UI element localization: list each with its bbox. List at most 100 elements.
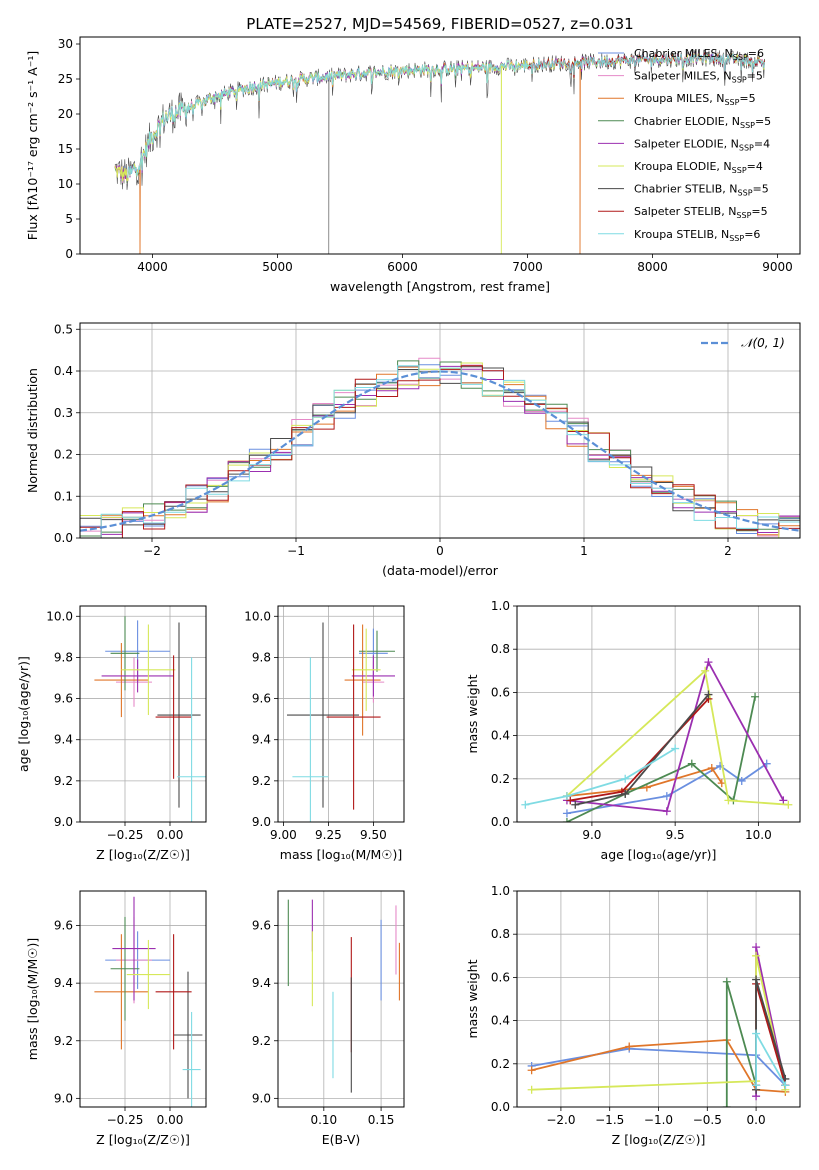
y-tick-label: 9.6 (252, 692, 271, 706)
data-point (521, 800, 530, 809)
errorbar-salpeter-stelib (155, 655, 192, 779)
y-tick-label: 0.8 (491, 927, 510, 941)
x-tick-label: −0.25 (107, 828, 144, 842)
panel-2: −2 −1 0 1 2 0.0 0.1 0.2 0.3 0.4 0.5 (data-model)/er… (25, 322, 801, 578)
x-tick-label: −0.25 (107, 1113, 144, 1127)
errorbar-salpeter-stelib (326, 624, 381, 810)
y-tick-label: 10.0 (46, 609, 73, 623)
data-point (527, 1085, 536, 1094)
y-tick-label: 0.0 (491, 815, 510, 829)
axes-frame (516, 890, 801, 1108)
ticks: 4000 5000 6000 7000 8000 9000 0 5 10 15 20 25 30 (58, 37, 793, 274)
y-tick-label: 5 (65, 212, 73, 226)
y-tick-label: 9.6 (54, 919, 73, 933)
axes-frame (277, 605, 405, 823)
panel-4: 9.00 9.25 9.50 9.0 9.2 9.4 9.6 9.8 10.0 mass [log… (244, 605, 405, 862)
data-point (752, 943, 761, 952)
panel-6: −0.25 0.00 9.0 9.2 9.4 9.6 Z [log₁₀(Z/Z☉)] mass… (25, 890, 207, 1147)
data-point (566, 796, 575, 805)
x-tick-label: 0.00 (157, 828, 184, 842)
y-tick-label: 10.0 (244, 609, 271, 623)
data-point (722, 1103, 731, 1107)
data-point (527, 1066, 536, 1075)
errorbar-kroupa-elodie (126, 939, 170, 1010)
y-tick-label: 9.0 (252, 1091, 271, 1105)
grid (80, 891, 206, 1107)
ticks: −0.25 0.00 9.0 9.2 9.4 9.6 9.8 10.0 (46, 609, 183, 842)
spectrum-kroupa-stelib (127, 53, 765, 179)
data-point (621, 789, 630, 798)
series-line (566, 659, 785, 813)
errorbar-kroupa-elodie (351, 628, 381, 711)
x-axis-label: E(B-V) (322, 1132, 361, 1147)
data-point (752, 975, 761, 984)
y-tick-label: 9.4 (252, 976, 271, 990)
x-axis-label: (data-model)/error (382, 563, 499, 578)
data-point (701, 666, 710, 675)
y-tick-label: 9.4 (54, 976, 73, 990)
series-line (566, 766, 723, 797)
spectrum-kroupa-miles (114, 58, 581, 254)
y-axis-label: Flux [fλ10⁻¹⁷ erg cm⁻² s⁻¹ A⁻¹] (25, 51, 40, 240)
y-tick-label: 0.1 (54, 489, 73, 503)
data-point (722, 977, 731, 986)
legend-label: 𝒩(0, 1) (741, 336, 785, 350)
data-point (562, 809, 571, 818)
data-point (704, 658, 713, 667)
data-point (662, 792, 671, 801)
x-tick-label: 0 (436, 544, 444, 558)
y-tick-label: 9.2 (252, 1034, 271, 1048)
x-tick-label: 5000 (262, 260, 293, 274)
data-point (781, 1081, 790, 1090)
y-tick-label: 0.2 (491, 772, 510, 786)
errorbar-kroupa-stelib (177, 657, 206, 822)
x-tick-label: 2 (724, 544, 732, 558)
errorbar-salpeter-stelib (155, 934, 192, 1050)
plot-area (521, 658, 793, 822)
figure-title: PLATE=2527, MJD=54569, FIBERID=0527, z=0… (246, 15, 633, 33)
errorbar-chabrier-stelib (157, 622, 201, 808)
y-tick-label: 9.0 (252, 815, 271, 829)
data-point (704, 690, 713, 699)
data-point (562, 818, 571, 822)
legend-label: Kroupa ELODIE, NSSP=4 (634, 160, 763, 175)
axes-frame (79, 605, 207, 823)
x-axis-label: Z [log₁₀(Z/Z☉)] (96, 847, 190, 862)
x-axis-label: age [log₁₀(age/yr)] (601, 847, 717, 862)
errorbar-kroupa-stelib (292, 657, 329, 822)
ticks: 0.10 0.15 9.0 9.2 9.4 9.6 (252, 919, 395, 1127)
x-tick-label: −0.5 (693, 1113, 722, 1127)
axes-frame (277, 890, 405, 1108)
errorbar-salpeter-elodie (351, 655, 395, 697)
x-tick-label: −1.0 (644, 1113, 673, 1127)
y-tick-label: 9.8 (54, 650, 73, 664)
x-tick-label: 9.5 (666, 828, 685, 842)
x-tick-label: 0.10 (310, 1113, 337, 1127)
y-tick-label: 30 (58, 37, 73, 51)
x-tick-label: −1.5 (595, 1113, 624, 1127)
y-tick-label: 0.4 (54, 364, 73, 378)
data-point (752, 951, 761, 960)
x-tick-label: 9000 (762, 260, 793, 274)
errorbar-chabrier-stelib (287, 622, 359, 808)
legend-label: Chabrier STELIB, NSSP=5 (634, 183, 769, 198)
y-axis-label: mass [log₁₀(M/M☉)] (25, 938, 40, 1060)
y-tick-label: 0.4 (491, 1014, 510, 1028)
y-tick-label: 9.4 (252, 733, 271, 747)
x-tick-label: 1 (580, 544, 588, 558)
data-point (751, 692, 760, 701)
data-point (737, 776, 746, 785)
x-axis-label: Z [log₁₀(Z/Z☉)] (612, 1132, 706, 1147)
series-line (525, 747, 676, 806)
plot-area (94, 896, 203, 1107)
y-axis-label: mass weight (465, 674, 480, 753)
errorbar-kroupa-elodie (121, 624, 176, 716)
x-tick-label: 8000 (637, 260, 668, 274)
errorbar-kroupa-stelib (182, 1011, 201, 1107)
y-tick-label: 9.2 (54, 774, 73, 788)
panel-8: −2.0 −1.5 −1.0 −0.5 0.0 0.0 0.2 0.4 0.6 0.8 1.0 Z [… (465, 884, 801, 1147)
axes-frame (79, 890, 207, 1108)
data-point (752, 1029, 761, 1038)
y-tick-label: 9.0 (54, 1091, 73, 1105)
grid (278, 891, 404, 1107)
